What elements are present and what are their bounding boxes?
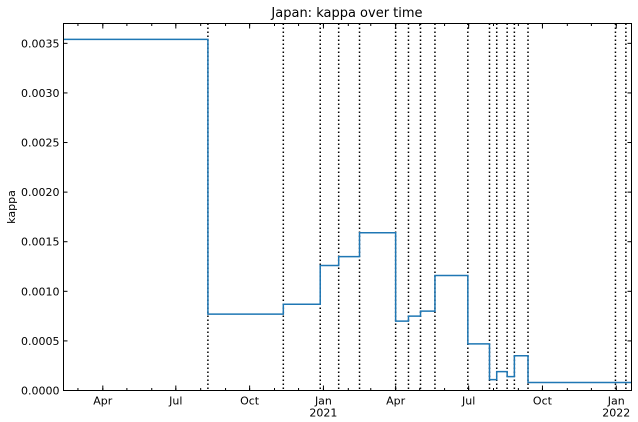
y-tick-label: 0.0010 — [21, 285, 60, 298]
x-tick-label: Jan — [607, 395, 625, 408]
y-tick-label: 0.0015 — [21, 236, 60, 249]
x-tick-year-label: 2021 — [309, 407, 337, 420]
x-tick-year-label: 2022 — [602, 407, 630, 420]
x-tick-label: Oct — [240, 395, 260, 408]
x-tick-label: Apr — [386, 395, 406, 408]
y-tick-label: 0.0025 — [21, 137, 60, 150]
kappa-series — [63, 38, 632, 384]
plot-frame — [63, 23, 632, 391]
y-tick-label: 0.0030 — [21, 87, 60, 100]
y-tick-label: 0.0035 — [21, 37, 60, 50]
y-axis-label: kappa — [5, 190, 18, 224]
chart-title: Japan: kappa over time — [270, 6, 422, 21]
x-tick-label: Jul — [461, 395, 475, 408]
x-tick-label: Jan — [314, 395, 332, 408]
y-tick-label: 0.0000 — [21, 385, 60, 398]
x-tick-label: Jul — [168, 395, 182, 408]
y-tick-label: 0.0005 — [21, 335, 60, 348]
changepoint-lines — [207, 23, 627, 391]
x-tick-label: Apr — [93, 395, 113, 408]
y-tick-label: 0.0020 — [21, 186, 60, 199]
x-tick-label: Oct — [533, 395, 553, 408]
y-axis: 0.0000 0.0005 0.0010 0.0015 0.0020 0.0025 0.00… — [21, 37, 632, 398]
series-line — [63, 38, 632, 384]
